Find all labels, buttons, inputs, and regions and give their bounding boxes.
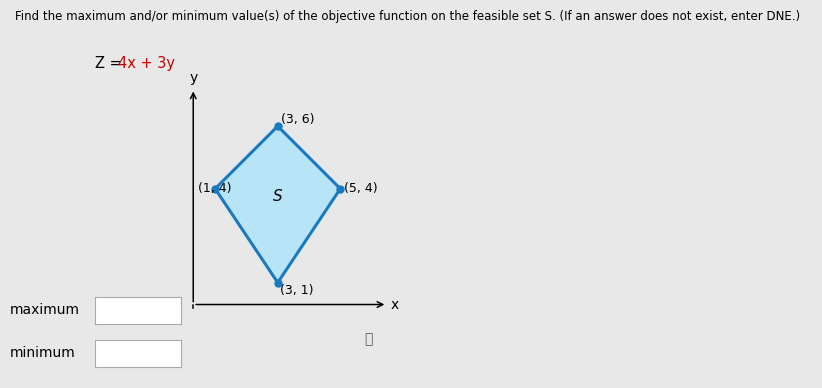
Text: (3, 6): (3, 6) [281, 113, 315, 126]
Text: S: S [273, 189, 283, 204]
Text: (5, 4): (5, 4) [344, 182, 378, 195]
Text: (1, 4): (1, 4) [198, 182, 232, 195]
Text: y: y [189, 71, 197, 85]
Text: x: x [390, 298, 399, 312]
Text: 4x + 3y: 4x + 3y [118, 56, 174, 71]
Text: (3, 1): (3, 1) [280, 284, 314, 297]
Text: ⓘ: ⓘ [364, 332, 372, 346]
Polygon shape [215, 126, 340, 282]
Text: minimum: minimum [10, 346, 76, 360]
Text: maximum: maximum [10, 303, 80, 317]
Text: Z =: Z = [95, 56, 126, 71]
Text: Find the maximum and/or minimum value(s) of the objective function on the feasib: Find the maximum and/or minimum value(s)… [15, 10, 800, 23]
